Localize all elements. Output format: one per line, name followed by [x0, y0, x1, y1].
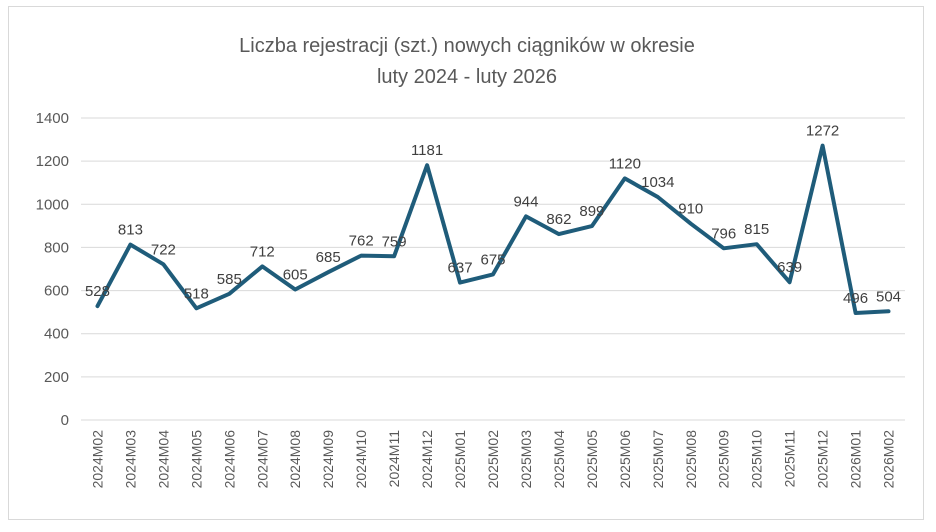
y-tick-label: 600: [44, 283, 69, 300]
x-tick-label: 2024M11: [386, 430, 402, 488]
data-label: 685: [316, 249, 341, 266]
data-label: 815: [744, 221, 769, 238]
x-tick-label: 2024M08: [287, 430, 303, 489]
x-tick-label: 2025M02: [485, 430, 501, 489]
x-tick-label: 2025M12: [815, 430, 831, 489]
data-label: 1120: [609, 155, 641, 172]
x-tick-label: 2025M03: [518, 430, 534, 489]
data-label: 944: [513, 193, 538, 210]
data-label: 585: [217, 271, 242, 288]
x-tick-label: 2024M03: [122, 430, 138, 489]
data-label: 899: [579, 203, 604, 220]
x-tick-label: 2025M09: [716, 430, 732, 489]
x-tick-label: 2024M04: [155, 430, 171, 489]
x-tick-label: 2024M07: [254, 430, 270, 489]
data-label: 1034: [641, 174, 674, 191]
data-label: 813: [118, 222, 143, 239]
x-tick-label: 2026M02: [881, 430, 897, 489]
x-tick-label: 2025M11: [782, 430, 798, 488]
data-label: 496: [843, 290, 868, 307]
data-label: 722: [151, 241, 176, 258]
y-tick-label: 200: [44, 369, 69, 386]
chart-subtitle: luty 2024 - luty 2026: [377, 66, 557, 88]
data-label: 504: [876, 288, 901, 305]
y-tick-label: 1200: [36, 153, 69, 170]
chart-frame: Liczba rejestracji (szt.) nowych ciągnik…: [8, 6, 924, 520]
gridlines: [81, 117, 905, 421]
x-tick-label: 2024M09: [320, 430, 336, 489]
y-tick-label: 1000: [36, 196, 69, 213]
x-tick-label: 2025M08: [683, 430, 699, 489]
data-label: 862: [546, 211, 571, 228]
data-label: 910: [678, 201, 703, 218]
y-tick-label: 400: [44, 326, 69, 343]
data-label: 762: [349, 233, 374, 250]
data-label: 796: [711, 225, 736, 242]
x-tick-label: 2024M10: [353, 430, 369, 489]
data-label: 1181: [411, 142, 443, 159]
x-tick-label: 2025M04: [551, 430, 567, 489]
data-label: 712: [250, 243, 275, 260]
data-label: 675: [480, 251, 505, 268]
x-tick-label: 2025M05: [584, 430, 600, 489]
data-label: 639: [777, 259, 802, 276]
data-labels: 528 813 722 518 585 712 605 685 762 759 1181 637 675…: [85, 123, 901, 307]
series-line: [95, 143, 891, 315]
x-tick-label: 2025M01: [452, 430, 468, 489]
x-tick-label: 2024M02: [89, 430, 105, 489]
y-tick-label: 1400: [36, 110, 69, 127]
x-tick-label: 2025M06: [617, 430, 633, 489]
data-label: 528: [85, 283, 110, 300]
x-tick-label: 2024M05: [188, 430, 204, 489]
x-tick-label: 2025M07: [650, 430, 666, 489]
x-tick-label: 2026M01: [848, 430, 864, 489]
data-label: 518: [184, 285, 209, 302]
data-label: 637: [448, 260, 473, 277]
x-axis-ticks: 2024M02 2024M03 2024M04 2024M05 2024M06 2024M…: [89, 430, 896, 489]
x-tick-label: 2024M12: [419, 430, 435, 489]
y-axis-ticks: 0 200 400 600 800 1000 1200 1400: [36, 110, 69, 429]
line-chart: Liczba rejestracji (szt.) nowych ciągnik…: [36, 35, 905, 489]
data-label: 605: [283, 266, 308, 283]
x-tick-label: 2025M10: [749, 430, 765, 489]
data-label: 1272: [806, 123, 839, 140]
data-label: 759: [382, 233, 407, 250]
y-tick-label: 0: [61, 412, 69, 429]
y-tick-label: 800: [44, 239, 69, 256]
x-tick-label: 2024M06: [221, 430, 237, 489]
chart-title: Liczba rejestracji (szt.) nowych ciągnik…: [239, 35, 695, 57]
